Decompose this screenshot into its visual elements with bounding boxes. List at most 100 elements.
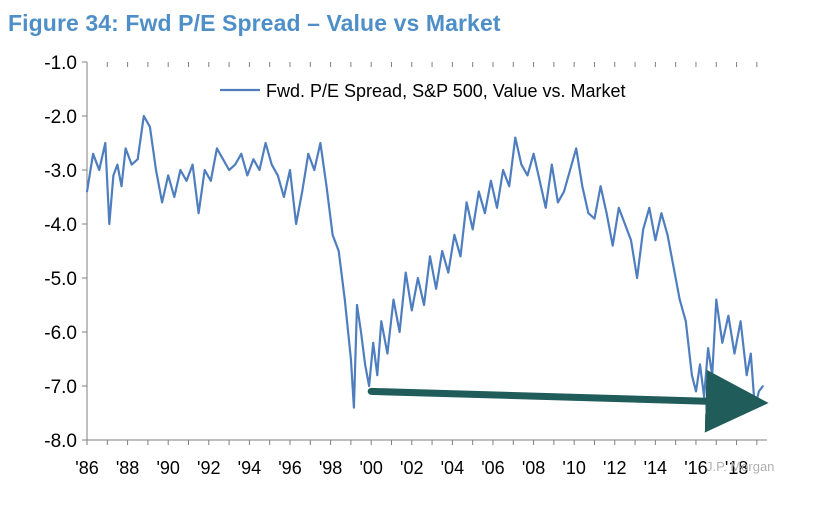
data-point bbox=[678, 298, 681, 301]
data-point bbox=[642, 228, 645, 231]
data-point bbox=[490, 179, 492, 182]
x-tick-label: '08 bbox=[522, 458, 545, 478]
x-tick-label: '02 bbox=[400, 458, 423, 478]
x-tick-label: '88 bbox=[116, 458, 139, 478]
data-point bbox=[532, 152, 535, 155]
data-point bbox=[593, 217, 596, 220]
data-point bbox=[185, 179, 188, 182]
data-point bbox=[721, 341, 724, 344]
x-tick-label: '14 bbox=[644, 458, 667, 478]
data-point bbox=[270, 163, 273, 166]
data-point bbox=[252, 158, 255, 161]
x-tick-label: '16 bbox=[684, 458, 707, 478]
data-point bbox=[319, 142, 322, 144]
data-point bbox=[762, 385, 764, 387]
data-point bbox=[203, 169, 206, 171]
data-point bbox=[648, 206, 651, 209]
data-point bbox=[581, 185, 584, 188]
data-point bbox=[544, 206, 547, 209]
data-point bbox=[307, 152, 310, 155]
data-point bbox=[398, 331, 401, 333]
data-point bbox=[161, 201, 164, 204]
data-point bbox=[745, 374, 748, 377]
data-point bbox=[364, 363, 366, 366]
x-tick-label: '12 bbox=[603, 458, 626, 478]
data-point bbox=[337, 250, 340, 252]
data-point bbox=[624, 223, 626, 225]
data-point bbox=[429, 255, 431, 258]
x-tick-label: '00 bbox=[359, 458, 382, 478]
data-point bbox=[295, 223, 297, 225]
data-point bbox=[459, 255, 462, 258]
data-point bbox=[654, 239, 657, 242]
data-point bbox=[441, 250, 444, 252]
data-point bbox=[502, 169, 505, 171]
data-point bbox=[216, 147, 218, 150]
data-point bbox=[520, 163, 523, 166]
data-point bbox=[416, 277, 419, 279]
source-label: J.P. Morgan bbox=[706, 459, 775, 474]
x-tick-label: '86 bbox=[75, 458, 98, 478]
data-point bbox=[264, 142, 267, 144]
data-point bbox=[372, 341, 375, 344]
data-point bbox=[179, 169, 182, 171]
data-point bbox=[167, 174, 170, 177]
data-point bbox=[130, 163, 133, 166]
data-point bbox=[258, 169, 261, 171]
data-point bbox=[209, 179, 212, 182]
data-point bbox=[356, 304, 358, 306]
data-point bbox=[353, 406, 355, 409]
data-point bbox=[749, 352, 752, 355]
data-point bbox=[636, 277, 638, 279]
data-point bbox=[136, 158, 139, 161]
data-point bbox=[155, 169, 157, 171]
data-point bbox=[112, 174, 115, 177]
data-point bbox=[575, 147, 578, 150]
x-tick-label: '96 bbox=[278, 458, 301, 478]
data-point bbox=[98, 169, 101, 171]
data-point bbox=[538, 179, 541, 182]
data-point bbox=[617, 206, 620, 209]
y-tick-label: -6.0 bbox=[44, 323, 77, 344]
data-point bbox=[313, 169, 316, 171]
data-point bbox=[349, 358, 352, 360]
data-point bbox=[684, 320, 687, 323]
data-point bbox=[435, 287, 438, 290]
data-point bbox=[508, 185, 511, 188]
x-tick-label: '18 bbox=[725, 458, 748, 478]
x-tick-label: '94 bbox=[238, 458, 261, 478]
data-point bbox=[660, 212, 663, 215]
data-point bbox=[289, 169, 291, 171]
data-point bbox=[757, 390, 760, 393]
data-point bbox=[116, 163, 119, 166]
data-point bbox=[104, 142, 107, 144]
x-tick-label: '06 bbox=[481, 458, 504, 478]
data-point bbox=[666, 233, 669, 236]
data-point bbox=[630, 239, 632, 242]
data-point bbox=[234, 163, 237, 166]
y-tick-label: -8.0 bbox=[44, 431, 77, 452]
data-point bbox=[715, 298, 718, 301]
data-point bbox=[191, 163, 194, 166]
data-point bbox=[695, 390, 697, 393]
y-tick-label: -1.0 bbox=[44, 53, 77, 74]
data-point bbox=[368, 385, 371, 387]
data-point bbox=[477, 190, 480, 193]
data-point bbox=[423, 304, 425, 306]
series-line bbox=[85, 114, 764, 409]
data-point bbox=[228, 169, 230, 171]
legend-label: Fwd. P/E Spread, S&P 500, Value vs. Mark… bbox=[266, 81, 626, 101]
data-point bbox=[343, 298, 346, 301]
data-point bbox=[447, 271, 450, 274]
x-tick-label: '98 bbox=[319, 458, 342, 478]
data-point bbox=[699, 363, 701, 366]
data-point bbox=[276, 174, 279, 177]
data-point bbox=[246, 174, 249, 177]
data-point bbox=[611, 244, 614, 247]
data-point bbox=[108, 223, 111, 225]
data-point bbox=[222, 158, 224, 161]
data-point bbox=[240, 152, 243, 155]
data-point bbox=[331, 233, 334, 236]
data-point bbox=[733, 352, 736, 355]
data-point bbox=[404, 271, 407, 274]
